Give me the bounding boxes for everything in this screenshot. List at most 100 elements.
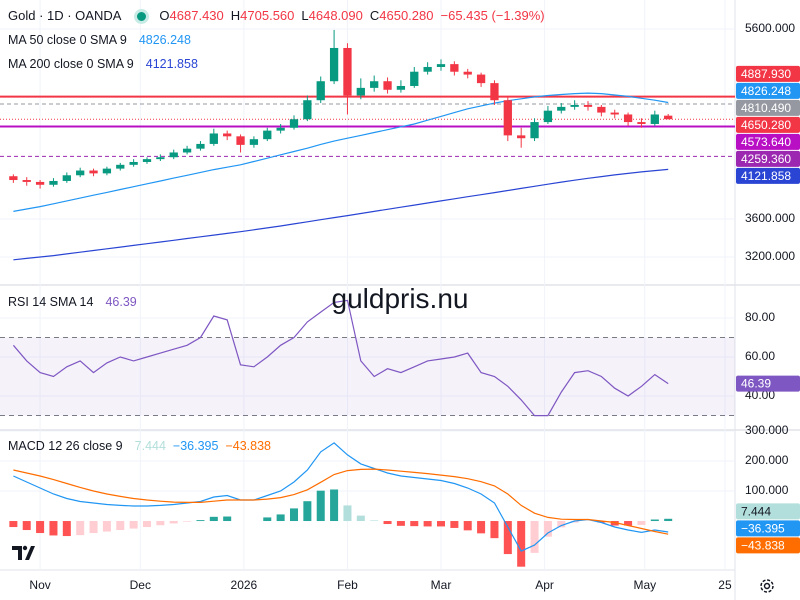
histogram-bar <box>597 521 606 523</box>
ma-legend: MA 200 close 0 SMA 9 4121.858 <box>8 57 205 71</box>
candle-body <box>543 110 553 123</box>
price-label-box <box>736 537 800 554</box>
legend-value: 4121.858 <box>145 57 198 71</box>
ohlc-value: 4687.430 <box>169 8 224 23</box>
price-label: 46.39 <box>741 377 771 391</box>
histogram-bar <box>477 521 486 534</box>
candle-body <box>610 112 619 115</box>
candle-body <box>557 106 566 111</box>
histogram-bar <box>76 521 85 536</box>
candle-body <box>410 71 419 86</box>
x-tick-label: Nov <box>29 578 50 592</box>
market-status[interactable] <box>134 9 150 25</box>
ohlc-value: 4650.280 <box>379 8 434 23</box>
ohlc-value: 4705.560 <box>240 8 295 23</box>
x-tick-label: Dec <box>130 578 151 592</box>
legend-name: RSI 14 SMA 14 <box>8 295 94 309</box>
candle-body <box>182 148 192 153</box>
candle-body <box>370 81 379 88</box>
histogram-bar <box>637 521 646 525</box>
candle-body <box>249 139 259 145</box>
signal-line <box>13 468 669 535</box>
symbol-title: Gold · 1D · OANDA <box>8 8 122 23</box>
price-label-box <box>736 82 800 99</box>
histogram-bar <box>450 521 459 528</box>
y-tick-label: 60.00 <box>745 349 775 363</box>
histogram-bar <box>102 521 111 532</box>
candle-body <box>383 81 392 90</box>
candle-body <box>223 133 232 137</box>
histogram-bar <box>169 521 178 524</box>
histogram-bar <box>183 521 192 522</box>
candle-body <box>356 87 365 96</box>
histogram-bar <box>129 521 138 529</box>
histogram-bar <box>664 518 673 522</box>
price-label-box <box>736 167 800 184</box>
candle-body <box>263 130 272 140</box>
price-label: 4573.640 <box>741 135 791 149</box>
rsi-band <box>0 337 735 416</box>
candle-body <box>142 159 152 162</box>
histogram-bar <box>330 489 339 522</box>
settings-gear[interactable] <box>760 579 774 593</box>
price-label: 4650.280 <box>741 118 791 132</box>
candle-body <box>463 71 472 75</box>
legend-value: 46.39 <box>105 295 137 309</box>
candle-body <box>503 100 512 136</box>
candle-body <box>209 133 218 144</box>
candle-body <box>236 136 245 145</box>
price-label: 4810.490 <box>741 101 791 115</box>
candle-body <box>623 114 633 123</box>
legend-value: −36.395 <box>172 439 219 453</box>
histogram-bar <box>356 515 365 522</box>
histogram-bar <box>276 514 285 522</box>
histogram-bar <box>89 521 98 534</box>
histogram-bar <box>289 508 299 522</box>
y-tick-label: 100.000 <box>745 483 789 497</box>
price-label-box <box>736 375 800 392</box>
x-tick-label: May <box>633 578 656 592</box>
histogram-bar <box>396 521 405 526</box>
ma-legend: MA 50 close 0 SMA 9 4826.248 <box>8 33 198 47</box>
price-label: 4826.248 <box>741 84 791 98</box>
histogram-bar <box>49 521 58 536</box>
ohlc-label: O <box>159 8 170 23</box>
histogram-bar <box>62 521 71 537</box>
candle-body <box>22 180 31 182</box>
symbol-header: Gold · 1D · OANDA O4687.430 H4705.560 L4648… <box>8 8 552 25</box>
tv-logo[interactable] <box>12 545 35 560</box>
legend-value: 7.444 <box>134 439 166 453</box>
ohlc-label: C <box>369 8 380 23</box>
candle-body <box>664 115 673 120</box>
histogram-bar <box>196 520 205 522</box>
histogram-bar <box>116 521 125 531</box>
x-tick-label: 2026 <box>231 578 258 592</box>
legend-name: MACD 12 26 close 9 <box>8 439 123 453</box>
y-tick-label: 3200.000 <box>745 249 795 263</box>
histogram-bar <box>530 521 539 553</box>
histogram-bar <box>36 521 45 534</box>
candle-body <box>423 66 432 72</box>
histogram-bar <box>436 521 446 527</box>
candle-body <box>35 181 45 185</box>
candle-body <box>303 100 312 120</box>
candle-body <box>476 74 486 84</box>
legend-name: MA 200 close 0 SMA 9 <box>8 57 134 71</box>
histogram-bar <box>543 521 552 537</box>
ohlc-label: L <box>301 8 309 23</box>
x-tick-label: Feb <box>337 578 358 592</box>
candle-body <box>597 106 606 113</box>
candle-body <box>650 114 659 124</box>
candle-body <box>116 164 125 169</box>
histogram-bar <box>610 521 619 526</box>
watermark: guldpris.nu <box>331 283 469 314</box>
candle-body <box>169 152 178 158</box>
price-label-box <box>736 133 800 150</box>
macd-legend: MACD 12 26 close 9 7.444 −36.395 −43.838 <box>8 439 278 453</box>
candle-body <box>49 180 58 185</box>
price-label-box <box>736 116 800 133</box>
candle-body <box>76 170 85 176</box>
moving-average <box>13 168 669 261</box>
histogram-bar <box>209 516 218 522</box>
histogram-bar <box>370 520 379 522</box>
